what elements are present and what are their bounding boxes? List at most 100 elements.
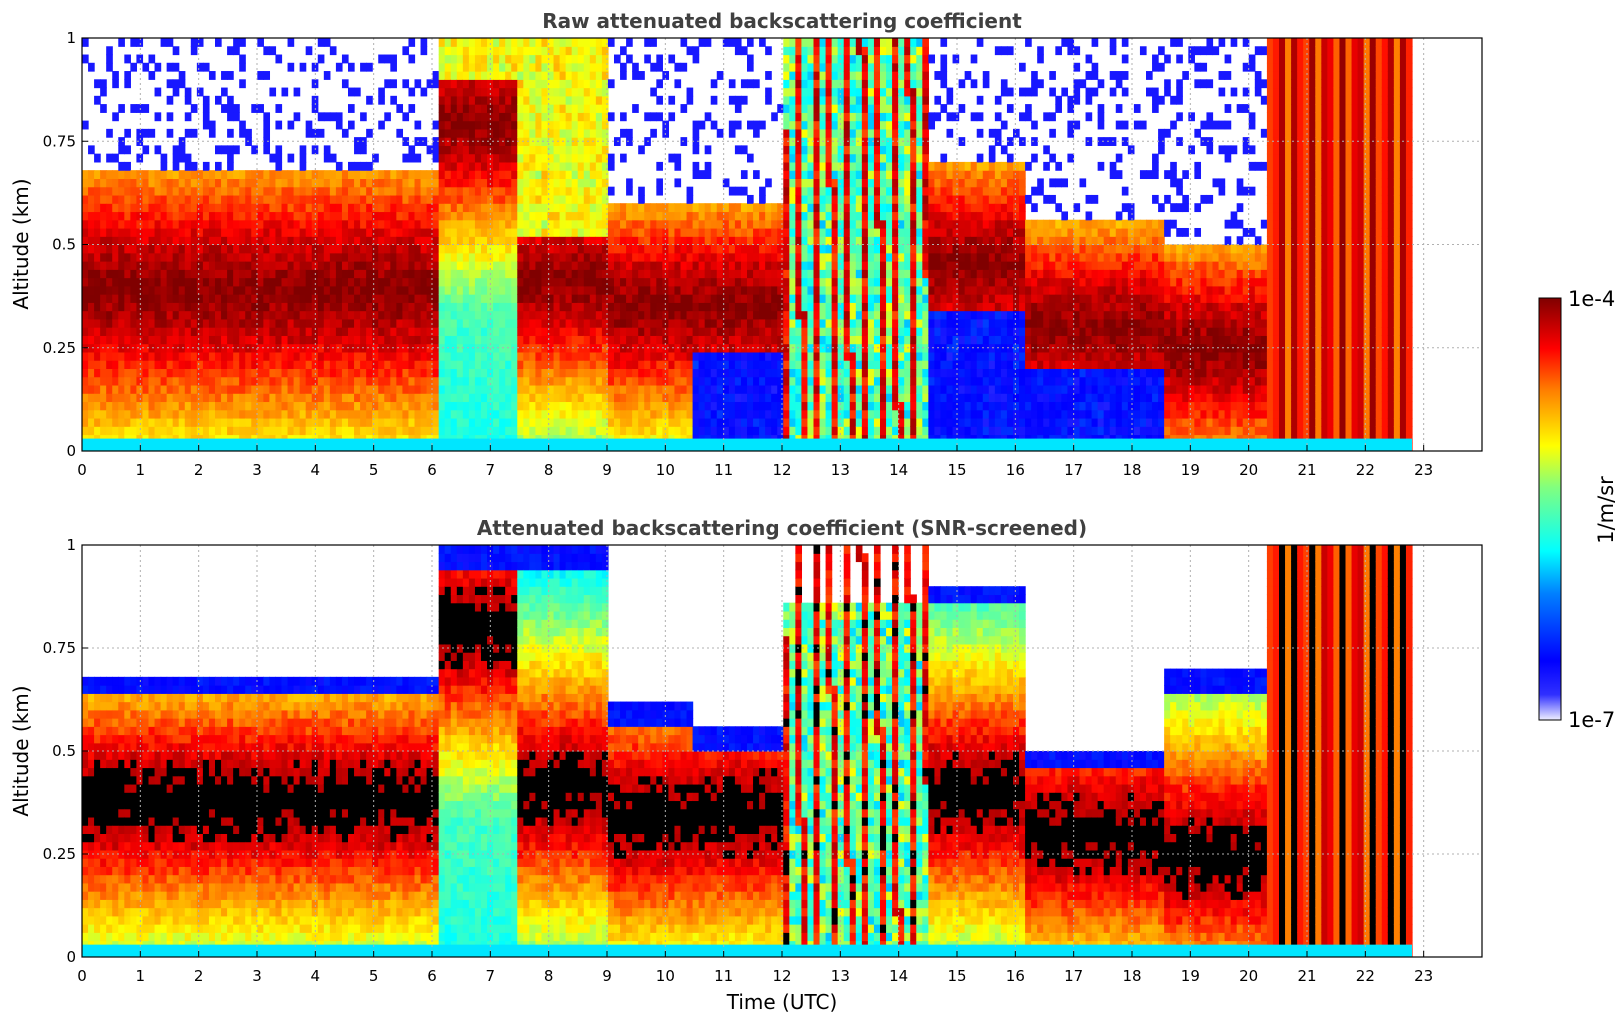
x-tick-label: 21 xyxy=(1297,461,1316,479)
x-tick: 8 xyxy=(544,951,554,985)
x-tick: 16 xyxy=(1006,951,1025,985)
snr-screened-x-ticks: 0 1 2 3 4 5 6 7 8 9 10 11 12 13 14 15 16 17 18 19 20 21 22 23 xyxy=(77,951,1433,985)
y-tick-label: 0 xyxy=(66,948,76,966)
y-tick: 1 xyxy=(66,536,88,554)
x-tick-label: 17 xyxy=(1064,461,1083,479)
x-axis-label: Time (UTC) xyxy=(726,990,838,1014)
colorbar-max-label: 1e-4 xyxy=(1568,287,1615,311)
x-tick-label: 20 xyxy=(1239,967,1258,985)
x-tick: 6 xyxy=(427,951,437,985)
x-tick-label: 18 xyxy=(1122,967,1141,985)
x-tick: 2 xyxy=(194,445,204,479)
x-tick: 12 xyxy=(772,445,792,479)
x-tick: 13 xyxy=(831,445,850,479)
x-tick: 23 xyxy=(1414,951,1433,985)
x-tick: 15 xyxy=(947,445,967,479)
x-tick-label: 6 xyxy=(427,461,437,479)
y-tick: 0.25 xyxy=(43,339,88,357)
y-tick-label: 0.25 xyxy=(43,845,76,863)
x-tick-label: 1 xyxy=(136,967,146,985)
colorbar-unit-label: 1/m/sr xyxy=(1594,476,1618,544)
x-tick-label: 5 xyxy=(369,461,379,479)
x-tick: 17 xyxy=(1064,951,1083,985)
x-tick: 5 xyxy=(369,445,379,479)
x-tick-label: 1 xyxy=(136,461,146,479)
x-tick: 4 xyxy=(311,445,321,479)
x-tick-label: 16 xyxy=(1006,967,1025,985)
y-tick-label: 0 xyxy=(66,442,76,460)
x-tick-label: 19 xyxy=(1181,967,1200,985)
raw-backscatter-y-ticks: 0 0.25 0.5 0.75 1 xyxy=(43,29,88,460)
y-tick: 0.75 xyxy=(43,639,88,657)
raw-backscatter-heatmap xyxy=(82,38,1482,451)
y-tick: 0 xyxy=(66,948,88,966)
x-tick-label: 11 xyxy=(714,461,733,479)
colorbar-gradient xyxy=(1538,297,1562,721)
x-tick: 17 xyxy=(1064,445,1083,479)
x-tick: 1 xyxy=(136,445,146,479)
x-tick-label: 22 xyxy=(1356,461,1375,479)
snr-screened-y-axis-label: Altitude (km) xyxy=(9,685,33,816)
x-tick-label: 7 xyxy=(486,967,496,985)
x-tick: 0 xyxy=(77,951,87,985)
x-tick: 22 xyxy=(1356,951,1375,985)
y-tick-label: 1 xyxy=(66,29,76,47)
raw-backscatter-panel: Raw attenuated backscattering coefficien… xyxy=(9,9,1483,479)
x-tick: 9 xyxy=(602,951,612,985)
x-tick-label: 4 xyxy=(311,461,321,479)
x-tick-label: 7 xyxy=(486,461,496,479)
y-tick-label: 0.75 xyxy=(43,639,76,657)
y-tick-label: 0.75 xyxy=(43,132,76,150)
x-tick-label: 9 xyxy=(602,461,612,479)
x-tick-label: 21 xyxy=(1297,967,1316,985)
x-tick: 21 xyxy=(1297,951,1317,985)
x-tick-label: 10 xyxy=(656,461,675,479)
x-tick-label: 2 xyxy=(194,461,204,479)
x-tick: 9 xyxy=(602,445,612,479)
raw-backscatter-x-ticks: 0 1 2 3 4 5 6 7 8 9 10 11 12 13 14 15 16 17 18 19 20 21 22 23 xyxy=(77,445,1433,479)
x-tick: 18 xyxy=(1122,445,1142,479)
x-tick: 12 xyxy=(772,951,792,985)
x-tick-label: 23 xyxy=(1414,967,1433,985)
y-tick: 0.25 xyxy=(43,845,88,863)
y-tick-label: 0.5 xyxy=(52,742,76,760)
x-tick-label: 4 xyxy=(311,967,321,985)
x-tick-label: 23 xyxy=(1414,461,1433,479)
x-tick: 7 xyxy=(486,445,496,479)
y-tick: 1 xyxy=(66,29,88,47)
x-tick: 5 xyxy=(369,951,379,985)
x-tick-label: 13 xyxy=(831,461,850,479)
x-tick: 1 xyxy=(136,951,146,985)
x-tick-label: 8 xyxy=(544,967,554,985)
x-tick-label: 2 xyxy=(194,967,204,985)
x-tick: 21 xyxy=(1297,445,1317,479)
x-tick-label: 0 xyxy=(77,967,87,985)
x-tick-label: 16 xyxy=(1006,461,1025,479)
x-tick-label: 3 xyxy=(252,967,262,985)
x-tick-label: 19 xyxy=(1181,461,1200,479)
x-tick-label: 10 xyxy=(656,967,675,985)
x-tick: 8 xyxy=(544,445,554,479)
x-tick: 0 xyxy=(77,445,87,479)
x-tick-label: 14 xyxy=(889,967,908,985)
x-tick: 6 xyxy=(427,445,437,479)
snr-screened-grid xyxy=(82,545,1482,957)
x-tick: 19 xyxy=(1181,951,1200,985)
x-tick-label: 13 xyxy=(831,967,850,985)
x-tick-label: 8 xyxy=(544,461,554,479)
snr-screened-y-ticks: 0 0.25 0.5 0.75 1 xyxy=(43,536,88,966)
x-tick: 16 xyxy=(1006,445,1025,479)
x-tick-label: 15 xyxy=(947,967,966,985)
y-tick: 0.75 xyxy=(43,132,88,150)
x-tick: 23 xyxy=(1414,445,1433,479)
x-tick: 18 xyxy=(1122,951,1142,985)
x-tick: 14 xyxy=(889,445,908,479)
x-tick: 20 xyxy=(1239,445,1258,479)
x-tick-label: 22 xyxy=(1356,967,1375,985)
y-tick: 0.5 xyxy=(52,742,88,760)
x-tick: 10 xyxy=(656,951,675,985)
x-tick-label: 12 xyxy=(772,461,791,479)
x-tick: 15 xyxy=(947,951,967,985)
x-tick-label: 5 xyxy=(369,967,379,985)
